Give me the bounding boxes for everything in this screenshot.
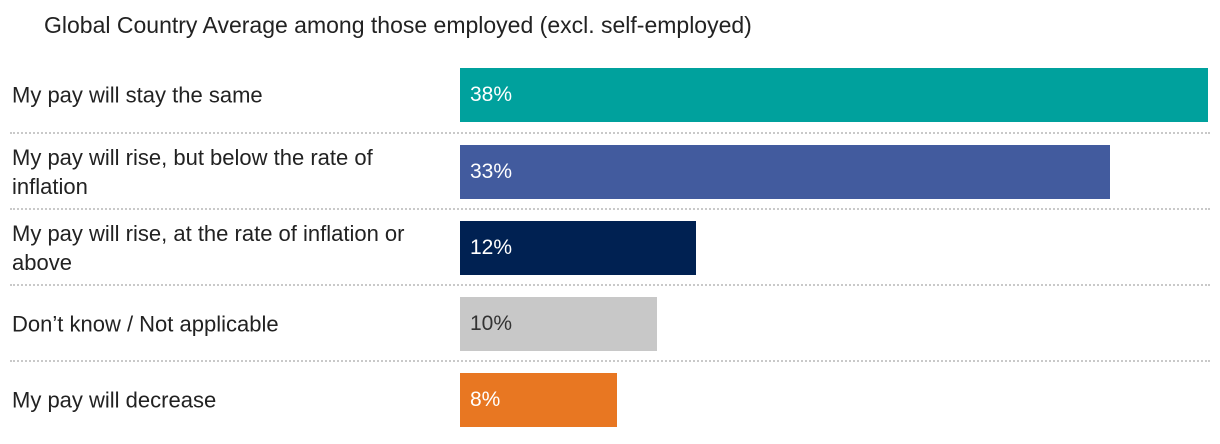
bar-chart: My pay will stay the same 38% My pay will … (0, 56, 1220, 438)
bar-row: My pay will rise, at the rate of inflati… (0, 210, 1220, 286)
value-label: 33% (470, 160, 513, 183)
row-divider (10, 284, 1210, 286)
value-label: 10% (470, 312, 513, 335)
bar: 33% (460, 145, 1110, 199)
bar-row: My pay will stay the same 38% (0, 56, 1220, 134)
bar: 12% (460, 221, 696, 275)
bar-row: My pay will rise, but below the rate of … (0, 134, 1220, 210)
row-divider (10, 360, 1210, 362)
category-label: Don’t know / Not applicable (12, 311, 279, 337)
row-divider (10, 208, 1210, 210)
bar: 8% (460, 373, 617, 427)
category-label: My pay will decrease (12, 387, 217, 413)
category-label: My pay will stay the same (12, 82, 263, 108)
category-label: My pay will rise, at the rate of inflati… (12, 221, 405, 275)
category-label: My pay will rise, but below the rate of … (12, 145, 373, 199)
value-label: 8% (470, 388, 501, 411)
chart-title: Global Country Average among those emplo… (44, 12, 752, 38)
bar: 10% (460, 297, 657, 351)
bar-row: Don’t know / Not applicable 10% (0, 286, 1220, 362)
bar: 38% (460, 68, 1208, 122)
bar-row: My pay will decrease 8% (0, 362, 1220, 438)
row-divider (10, 132, 1210, 134)
value-label: 38% (470, 83, 513, 106)
value-label: 12% (470, 236, 513, 259)
